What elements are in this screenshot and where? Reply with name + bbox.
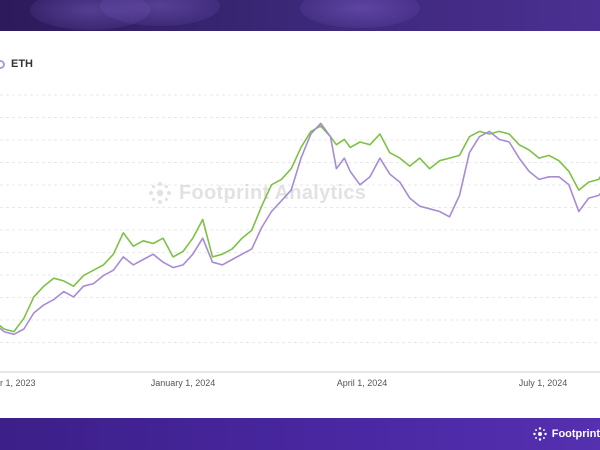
x-tick-label: April 1, 2024: [337, 378, 388, 388]
footer-banner: [0, 418, 600, 450]
legend-label-eth: ETH: [11, 58, 33, 70]
footer-logo[interactable]: Footprint: [532, 424, 600, 444]
footer-brand: Footprint: [551, 428, 600, 440]
header-banner: [0, 0, 600, 31]
x-tick-label: January 1, 2024: [151, 378, 216, 388]
series-line-comparison[interactable]: [0, 125, 600, 333]
x-tick-label: r 1, 2023: [0, 378, 36, 388]
series-line-eth[interactable]: [0, 122, 600, 336]
x-axis-ticks: r 1, 2023 January 1, 2024 April 1, 2024 Jul…: [0, 378, 567, 388]
footer-logo-icon: [532, 427, 547, 441]
legend[interactable]: ETH: [0, 58, 33, 70]
series-lines: [0, 122, 600, 336]
legend-swatch-eth: [0, 59, 5, 69]
x-tick-label: July 1, 2024: [519, 378, 568, 388]
grid-lines: [0, 94, 600, 343]
